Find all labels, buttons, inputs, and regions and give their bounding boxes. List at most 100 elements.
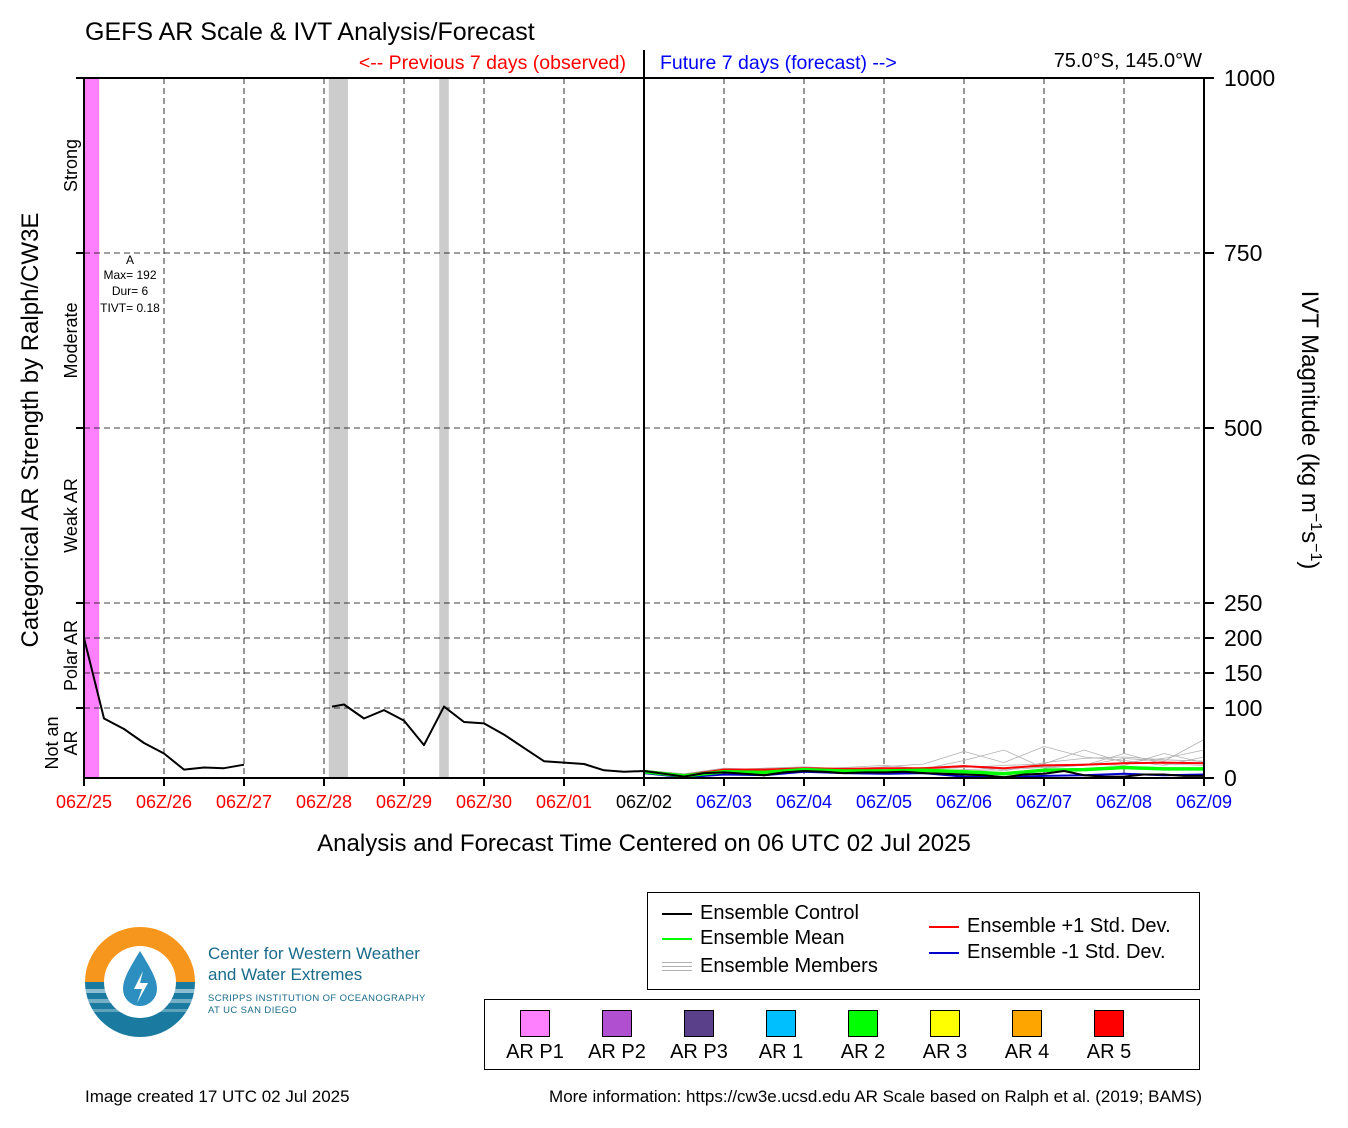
legend-minus-std-label: Ensemble -1 Std. Dev. <box>967 941 1166 963</box>
logo-org-name: Center for Western Weather and Water Ext… <box>208 943 420 985</box>
event-label: A <box>126 253 134 267</box>
ensemble-control-line <box>83 637 245 771</box>
x-tick-label: 06Z/08 <box>1096 792 1152 812</box>
x-tick-label: 06Z/28 <box>296 792 352 812</box>
ar-category-swatch <box>684 1010 714 1037</box>
cw3e-logo: Center for Western Weather and Water Ext… <box>85 927 465 1039</box>
legend-members-label: Ensemble Members <box>700 955 878 977</box>
y-right-tick-label: 150 <box>1224 660 1262 686</box>
y-right-tick-label: 750 <box>1224 240 1262 266</box>
ar-category-item: AR 4 <box>987 1010 1067 1064</box>
ar-category-label: Strong <box>61 139 81 192</box>
location-label: 75.0°S, 145.0°W <box>1054 50 1202 72</box>
ensemble-mean-line <box>643 765 1204 778</box>
x-tick-label: 06Z/29 <box>376 792 432 812</box>
y-right-title-sup2: −1 <box>1307 543 1324 561</box>
logo-line2: and Water Extremes <box>208 965 363 984</box>
ar-category-label: AR 4 <box>1004 1041 1050 1063</box>
y-right-tick-label: 0 <box>1224 765 1237 791</box>
ar-category-label: AR P3 <box>670 1041 728 1063</box>
x-tick-label: 06Z/30 <box>456 792 512 812</box>
ar-category-label: Polar AR <box>61 620 81 691</box>
logo-line4: AT UC SAN DIEGO <box>208 1005 298 1016</box>
ivt-chart: GEFS AR Scale & IVT Analysis/Forecast <-… <box>17 18 1324 857</box>
cw3e-emblem-icon <box>85 927 195 1037</box>
chart-title: GEFS AR Scale & IVT Analysis/Forecast <box>85 18 535 46</box>
ar-category-label: AR P2 <box>588 1041 646 1063</box>
ar-category-item: AR 1 <box>741 1010 821 1064</box>
ar-category-item: AR P1 <box>495 1010 575 1064</box>
y-right-title-mid: s <box>1296 531 1323 543</box>
event-duration: Dur= 6 <box>112 284 149 298</box>
ar-category-label: Not an <box>42 716 62 769</box>
previous-period-label: <-- Previous 7 days (observed) <box>359 52 626 74</box>
y-right-tick-label: 200 <box>1224 625 1262 651</box>
legend-minus-std-swatch <box>929 951 959 954</box>
future-period-label: Future 7 days (forecast) --> <box>660 52 897 74</box>
y-right-tick-label: 1000 <box>1224 65 1275 91</box>
ar-category-item: AR P3 <box>659 1010 739 1064</box>
ar-category-label: AR 3 <box>922 1041 968 1063</box>
ar-category-label: Weak AR <box>61 478 81 553</box>
logo-line3: SCRIPPS INSTITUTION OF OCEANOGRAPHY <box>208 993 426 1004</box>
x-tick-label: 06Z/26 <box>136 792 192 812</box>
series-layer <box>83 637 1205 779</box>
legend-members: Ensemble Members <box>662 955 878 978</box>
ar-category-swatch <box>766 1010 796 1037</box>
y-right-tick-label: 500 <box>1224 415 1262 441</box>
x-axis-title: Analysis and Forecast Time Centered on 0… <box>317 830 971 857</box>
legend-plus-std-label: Ensemble +1 Std. Dev. <box>967 915 1171 937</box>
ar-category-swatch <box>930 1010 960 1037</box>
legend-mean-label: Ensemble Mean <box>700 927 845 949</box>
x-tick-label: 06Z/04 <box>776 792 832 812</box>
ar-category-swatch <box>520 1010 550 1037</box>
x-tick-label: 06Z/06 <box>936 792 992 812</box>
event-max: Max= 192 <box>103 268 156 282</box>
logo-line1: Center for Western Weather <box>208 944 420 963</box>
ar-category-item: AR 3 <box>905 1010 985 1064</box>
y-right-tick-label: 250 <box>1224 590 1262 616</box>
legend-mean: Ensemble Mean <box>662 927 845 950</box>
legend-minus-std: Ensemble -1 Std. Dev. <box>929 941 1166 964</box>
ar-category-item: AR P2 <box>577 1010 657 1064</box>
image-created-note: Image created 17 UTC 02 Jul 2025 <box>85 1087 350 1106</box>
legend-plus-std-swatch <box>929 925 959 928</box>
logo-affiliation: SCRIPPS INSTITUTION OF OCEANOGRAPHY AT U… <box>208 993 426 1017</box>
ar-category-swatch <box>1012 1010 1042 1037</box>
legend-control-swatch <box>662 912 692 915</box>
x-tick-label: 06Z/03 <box>696 792 752 812</box>
y-right-title-base: IVT Magnitude (kg m <box>1296 291 1323 513</box>
ar-category-label: AR P1 <box>506 1041 564 1063</box>
x-tick-label: 06Z/01 <box>536 792 592 812</box>
x-tick-label: 06Z/09 <box>1176 792 1232 812</box>
x-tick-label: 06Z/07 <box>1016 792 1072 812</box>
ar-category-legend: AR P1 AR P2 AR P3 AR 1 AR 2 AR 3 AR 4 AR 5 <box>484 999 1200 1070</box>
event-tivt: TIVT= 0.18 <box>100 301 160 315</box>
x-tick-label: 06Z/02 <box>616 792 672 812</box>
ar-category-swatch <box>602 1010 632 1037</box>
legend-control-label: Ensemble Control <box>700 902 859 924</box>
axis-layer: 0 100 150 200 250 500 750 1000 06Z/25 06Z/26 06Z/2… <box>42 65 1275 812</box>
ar-category-swatch <box>848 1010 878 1037</box>
series-legend: Ensemble Control Ensemble Mean Ensemble … <box>647 892 1200 990</box>
ensemble-control-line <box>331 703 1204 779</box>
more-info-note: More information: https://cw3e.ucsd.edu … <box>549 1087 1202 1106</box>
x-tick-label: 06Z/27 <box>216 792 272 812</box>
ar-category-label: AR 5 <box>1086 1041 1132 1063</box>
x-tick-label: 06Z/25 <box>56 792 112 812</box>
legend-mean-swatch <box>662 937 692 940</box>
y-right-title-end: ) <box>1296 561 1323 569</box>
ar-category-label: AR 2 <box>840 1041 886 1063</box>
y-left-axis-title: Categorical AR Strength by Ralph/CW3E <box>17 213 44 648</box>
legend-members-swatch <box>662 959 692 974</box>
ar-category-swatch <box>1094 1010 1124 1037</box>
legend-control: Ensemble Control <box>662 902 859 925</box>
legend-plus-std: Ensemble +1 Std. Dev. <box>929 915 1171 938</box>
ensemble-1-std-dev-line <box>643 761 1205 777</box>
ar-category-item: AR 2 <box>823 1010 903 1064</box>
ar-category-label: AR <box>61 730 81 755</box>
y-right-tick-label: 100 <box>1224 695 1262 721</box>
y-right-axis-title: IVT Magnitude (kg m−1s−1) <box>1296 291 1324 570</box>
x-tick-label: 06Z/05 <box>856 792 912 812</box>
ar-category-label: AR 1 <box>758 1041 804 1063</box>
